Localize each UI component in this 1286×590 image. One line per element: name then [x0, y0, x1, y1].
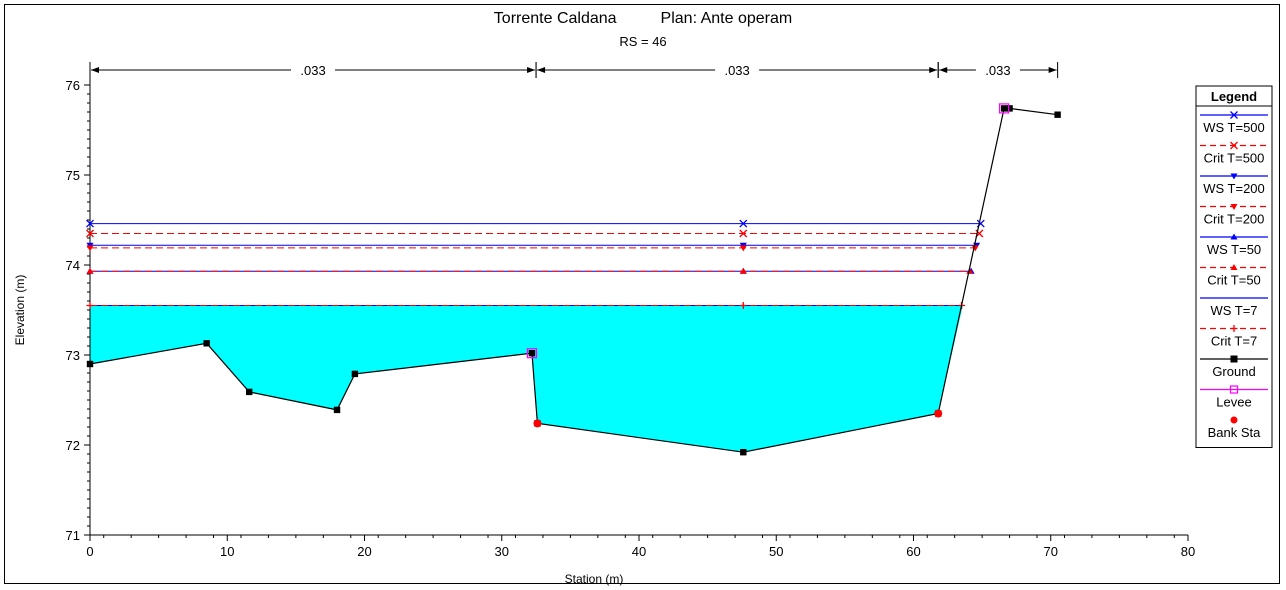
- series-marker-1: [739, 229, 748, 238]
- x-tick-label: 70: [1044, 544, 1058, 559]
- y-tick-label: 75: [66, 168, 80, 183]
- chart-frame: [4, 4, 1280, 584]
- x-axis-label: Station (m): [565, 572, 624, 586]
- x-tick-label: 50: [769, 544, 783, 559]
- y-tick-label: 72: [66, 438, 80, 453]
- chart-title: Torrente Caldana: [493, 10, 617, 27]
- ground-point: [1054, 111, 1061, 118]
- plan-label: Plan: Ante operam: [660, 10, 793, 27]
- legend-swatch-marker: [1230, 325, 1238, 332]
- legend-swatch-marker: [1230, 141, 1238, 150]
- manning-label: .033: [724, 63, 749, 78]
- ground-point: [203, 340, 210, 347]
- legend-label: Crit T=200: [1204, 212, 1265, 227]
- manning-arrowhead: [939, 67, 948, 73]
- y-axis-label: Elevation (m): [13, 275, 27, 346]
- manning-arrowhead: [537, 67, 546, 73]
- manning-arrowhead: [91, 67, 99, 73]
- legend-label: Bank Sta: [1208, 425, 1262, 440]
- y-tick-label: 71: [66, 528, 80, 543]
- series-marker-7: [86, 302, 94, 309]
- legend-label: Levee: [1216, 395, 1251, 410]
- manning-label: .033: [985, 63, 1010, 78]
- x-tick-label: 0: [86, 544, 93, 559]
- manning-arrowhead: [1048, 67, 1057, 73]
- ground-point: [246, 388, 253, 396]
- ground-point: [351, 370, 359, 378]
- manning-label: .033: [300, 63, 325, 78]
- ground-point: [528, 350, 536, 357]
- manning-arrowhead: [527, 67, 536, 73]
- ground-point: [1000, 105, 1008, 112]
- legend-label: WS T=50: [1207, 242, 1261, 257]
- legend-swatch-marker: [1230, 416, 1238, 424]
- x-tick-label: 10: [220, 544, 234, 559]
- legend-label: Ground: [1212, 364, 1255, 379]
- legend-swatch-marker: [1229, 385, 1239, 394]
- x-tick-label: 40: [632, 544, 646, 559]
- series-marker-0: [86, 219, 94, 228]
- series-marker-5: [966, 267, 974, 274]
- bank-station-marker: [533, 419, 542, 428]
- series-marker-1: [86, 229, 94, 238]
- legend-swatch-marker: [1230, 204, 1238, 210]
- x-tick-label: 20: [357, 544, 371, 559]
- levee-marker: [526, 348, 538, 359]
- series-marker-3: [739, 245, 747, 252]
- ground-point: [740, 449, 747, 456]
- legend-swatch-marker: [1230, 233, 1238, 240]
- legend-swatch-marker: [1230, 111, 1238, 119]
- manning-arrowhead: [929, 67, 938, 73]
- ground-point: [1006, 105, 1013, 112]
- series-marker-3: [86, 245, 94, 252]
- ground-point: [333, 406, 341, 414]
- legend-label: WS T=7: [1210, 303, 1257, 318]
- y-tick-label: 74: [66, 258, 80, 273]
- levee-marker: [998, 103, 1010, 114]
- chart-title-line: Torrente Caldana Plan: Ante operam: [0, 10, 1286, 28]
- legend-swatch-marker: [1230, 264, 1238, 270]
- legend-title: Legend: [1211, 89, 1257, 104]
- series-marker-3: [971, 245, 979, 252]
- y-tick-label: 76: [66, 78, 80, 93]
- series-marker-5: [739, 267, 747, 274]
- x-tick-label: 30: [495, 544, 509, 559]
- legend-label: WS T=500: [1203, 120, 1265, 135]
- ground-point: [86, 360, 94, 368]
- legend-swatch-marker: [1230, 355, 1238, 363]
- chart-subtitle: RS = 46: [619, 34, 667, 49]
- legend-label: Crit T=500: [1204, 151, 1265, 166]
- legend-label: Crit T=50: [1207, 273, 1261, 288]
- series-marker-0: [739, 219, 748, 228]
- series-marker-5: [86, 267, 94, 274]
- legend-swatch-marker: [1230, 173, 1238, 180]
- water-fill: [90, 305, 963, 453]
- x-tick-label: 80: [1181, 544, 1195, 559]
- series-marker-7: [739, 302, 747, 309]
- bank-station-marker: [934, 409, 943, 418]
- x-tick-label: 60: [906, 544, 920, 559]
- legend-label: Crit T=7: [1211, 334, 1257, 349]
- y-tick-label: 73: [66, 348, 80, 363]
- legend-label: WS T=200: [1203, 181, 1265, 196]
